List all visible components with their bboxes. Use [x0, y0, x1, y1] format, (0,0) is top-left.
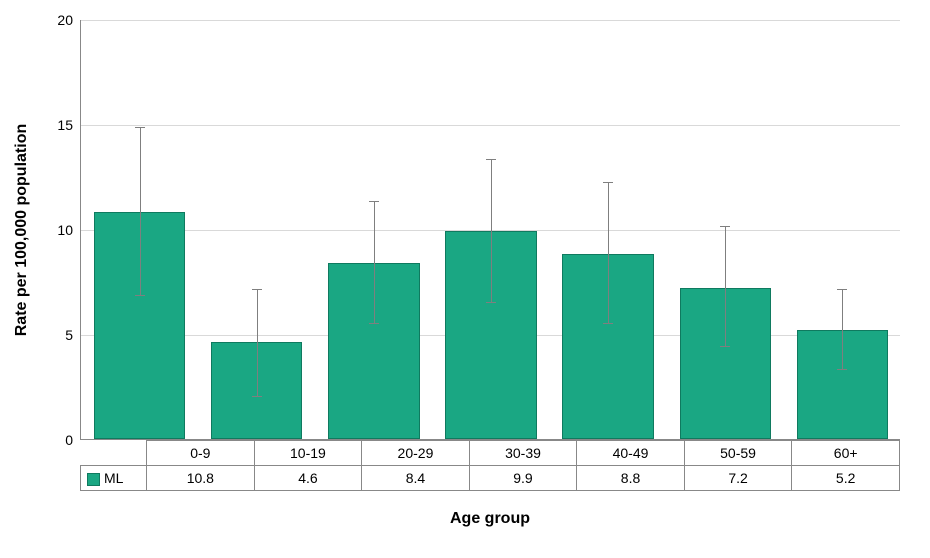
category-header: 60+ — [792, 441, 900, 466]
series-label-text: ML — [104, 470, 123, 486]
ytick-label: 0 — [65, 432, 81, 448]
error-cap — [369, 201, 379, 202]
gridline — [81, 20, 900, 21]
ytick-label: 10 — [57, 222, 81, 238]
error-cap — [720, 346, 730, 347]
error-bar — [725, 227, 726, 347]
value-cell: 5.2 — [792, 466, 900, 491]
y-axis-title: Rate per 100,000 population — [13, 124, 31, 337]
category-header: 40-49 — [577, 441, 685, 466]
error-bar — [842, 290, 843, 370]
value-cell: 8.4 — [362, 466, 470, 491]
ytick-label: 15 — [57, 117, 81, 133]
error-cap — [135, 295, 145, 296]
value-cell: 10.8 — [146, 466, 254, 491]
ytick-label: 5 — [65, 327, 81, 343]
error-cap — [135, 127, 145, 128]
category-header: 0-9 — [146, 441, 254, 466]
category-header: 50-59 — [684, 441, 792, 466]
category-header: 30-39 — [469, 441, 577, 466]
category-header: 10-19 — [254, 441, 362, 466]
error-cap — [603, 323, 613, 324]
error-bar — [608, 183, 609, 324]
error-cap — [486, 302, 496, 303]
error-cap — [252, 396, 262, 397]
plot-area: 05101520 — [80, 20, 900, 440]
series-label-cell: ML — [81, 466, 147, 491]
error-cap — [603, 182, 613, 183]
rate-by-age-bar-chart: Rate per 100,000 population 05101520 0-9… — [0, 0, 930, 558]
gridline — [81, 125, 900, 126]
error-cap — [369, 323, 379, 324]
table-corner-cell — [81, 441, 147, 466]
value-cell: 9.9 — [469, 466, 577, 491]
category-header: 20-29 — [362, 441, 470, 466]
chart-data-table: 0-910-1920-2930-3940-4950-5960+ ML 10.84.6… — [80, 440, 900, 491]
error-cap — [837, 289, 847, 290]
value-cell: 8.8 — [577, 466, 685, 491]
error-cap — [252, 289, 262, 290]
error-cap — [837, 369, 847, 370]
error-bar — [374, 202, 375, 324]
error-bar — [257, 290, 258, 397]
value-cell: 7.2 — [684, 466, 792, 491]
error-bar — [491, 160, 492, 303]
error-cap — [486, 159, 496, 160]
error-bar — [140, 128, 141, 296]
value-cell: 4.6 — [254, 466, 362, 491]
error-cap — [720, 226, 730, 227]
ytick-label: 20 — [57, 12, 81, 28]
legend-swatch — [87, 473, 100, 486]
x-axis-title: Age group — [80, 510, 900, 528]
